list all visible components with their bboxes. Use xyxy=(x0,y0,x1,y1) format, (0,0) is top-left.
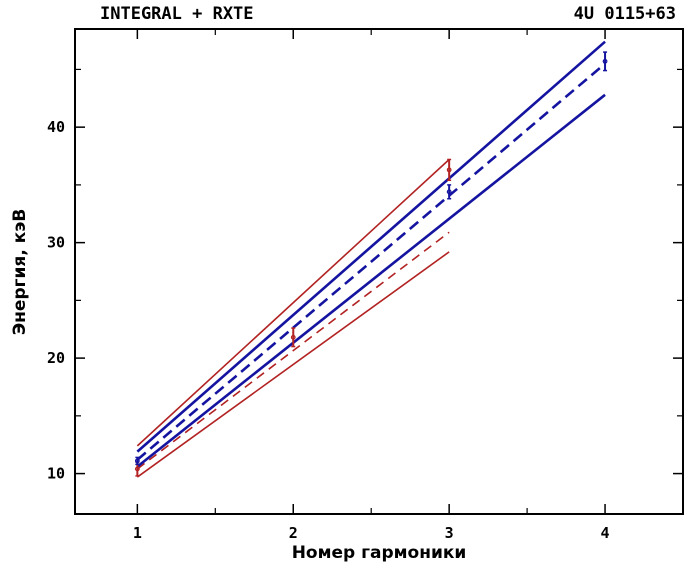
ticks-group xyxy=(75,29,683,514)
x-tick-label-3: 3 xyxy=(445,524,454,542)
y-axis-label: Энергия, кэВ xyxy=(10,209,30,336)
series-line-blue-4 xyxy=(137,42,605,452)
series-line-blue-5 xyxy=(137,64,605,460)
series-line-blue-6 xyxy=(137,95,605,467)
series-group xyxy=(137,42,605,477)
tick-labels-group: 1 2 3 4 10 20 30 40 xyxy=(47,118,610,542)
data-point-blue-5 xyxy=(447,185,451,199)
data-point-blue-6 xyxy=(603,52,607,70)
x-tick-label-2: 2 xyxy=(289,524,298,542)
x-axis-label: Номер гармоники xyxy=(0,543,690,563)
x-tick-label-1: 1 xyxy=(133,524,142,542)
y-tick-label-10: 10 xyxy=(47,465,65,483)
y-tick-label-30: 30 xyxy=(47,234,65,252)
y-tick-label-20: 20 xyxy=(47,349,65,367)
x-tick-label-4: 4 xyxy=(601,524,610,542)
series-line-red-2 xyxy=(137,232,449,469)
series-line-red-3 xyxy=(137,252,449,477)
y-tick-label-40: 40 xyxy=(47,118,65,136)
plot-frame xyxy=(75,29,683,514)
series-line-red-1 xyxy=(137,159,449,445)
